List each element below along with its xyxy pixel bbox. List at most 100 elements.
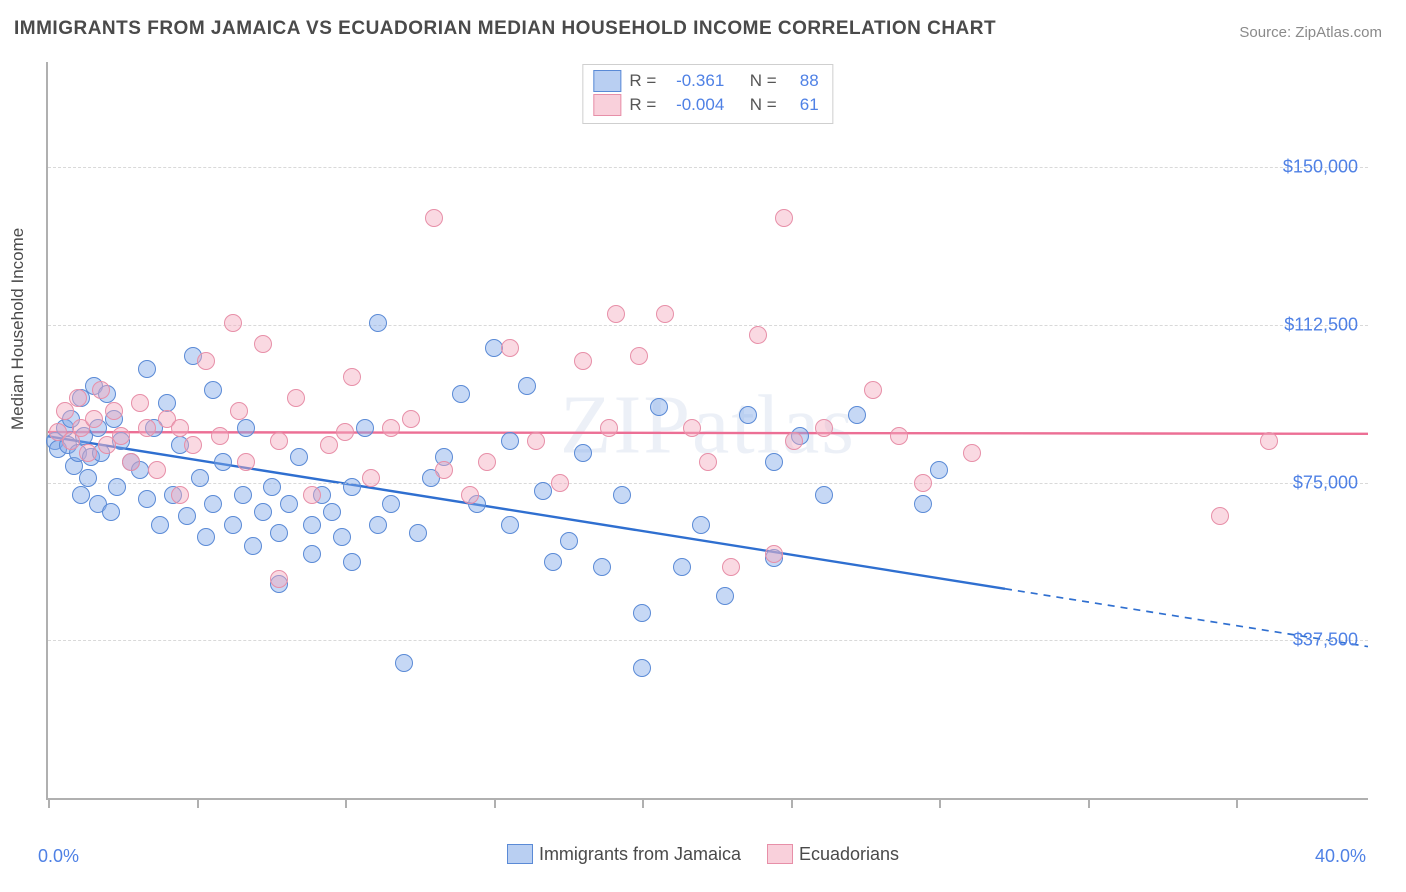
scatter-point-jamaica xyxy=(303,545,321,563)
scatter-point-jamaica xyxy=(633,604,651,622)
scatter-point-jamaica xyxy=(158,394,176,412)
scatter-point-ecuadorian xyxy=(171,419,189,437)
scatter-point-jamaica xyxy=(270,524,288,542)
scatter-point-jamaica xyxy=(333,528,351,546)
scatter-point-ecuadorian xyxy=(1260,432,1278,450)
scatter-point-jamaica xyxy=(574,444,592,462)
scatter-point-ecuadorian xyxy=(122,453,140,471)
x-tick xyxy=(791,798,793,808)
scatter-point-jamaica xyxy=(108,478,126,496)
scatter-point-jamaica xyxy=(178,507,196,525)
scatter-point-jamaica xyxy=(716,587,734,605)
scatter-point-ecuadorian xyxy=(478,453,496,471)
scatter-point-jamaica xyxy=(930,461,948,479)
scatter-point-jamaica xyxy=(151,516,169,534)
scatter-point-jamaica xyxy=(673,558,691,576)
scatter-point-ecuadorian xyxy=(171,486,189,504)
legend-n-value: 88 xyxy=(785,69,819,93)
scatter-point-jamaica xyxy=(369,314,387,332)
source-attribution: Source: ZipAtlas.com xyxy=(1239,24,1382,41)
scatter-point-jamaica xyxy=(234,486,252,504)
scatter-point-ecuadorian xyxy=(92,381,110,399)
scatter-point-jamaica xyxy=(254,503,272,521)
scatter-point-ecuadorian xyxy=(749,326,767,344)
scatter-point-jamaica xyxy=(613,486,631,504)
scatter-point-ecuadorian xyxy=(336,423,354,441)
scatter-point-jamaica xyxy=(197,528,215,546)
legend-r-value: -0.361 xyxy=(664,69,724,93)
scatter-point-jamaica xyxy=(280,495,298,513)
scatter-point-jamaica xyxy=(452,385,470,403)
scatter-point-jamaica xyxy=(914,495,932,513)
gridline xyxy=(48,325,1368,326)
scatter-point-ecuadorian xyxy=(600,419,618,437)
scatter-point-ecuadorian xyxy=(785,432,803,450)
scatter-point-jamaica xyxy=(382,495,400,513)
scatter-point-ecuadorian xyxy=(630,347,648,365)
scatter-point-jamaica xyxy=(303,516,321,534)
scatter-point-jamaica xyxy=(191,469,209,487)
scatter-point-jamaica xyxy=(138,490,156,508)
legend-row: R =-0.361 N =88 xyxy=(593,69,818,93)
scatter-point-ecuadorian xyxy=(131,394,149,412)
scatter-point-ecuadorian xyxy=(270,432,288,450)
scatter-point-ecuadorian xyxy=(501,339,519,357)
scatter-point-jamaica xyxy=(650,398,668,416)
scatter-point-ecuadorian xyxy=(775,209,793,227)
scatter-point-jamaica xyxy=(290,448,308,466)
scatter-point-ecuadorian xyxy=(435,461,453,479)
scatter-point-jamaica xyxy=(204,381,222,399)
legend-series-label: Immigrants from Jamaica xyxy=(539,844,741,864)
scatter-point-jamaica xyxy=(369,516,387,534)
scatter-point-ecuadorian xyxy=(303,486,321,504)
legend-swatch xyxy=(507,844,533,864)
scatter-point-ecuadorian xyxy=(890,427,908,445)
scatter-point-jamaica xyxy=(102,503,120,521)
scatter-point-ecuadorian xyxy=(574,352,592,370)
scatter-point-jamaica xyxy=(343,478,361,496)
scatter-point-ecuadorian xyxy=(69,389,87,407)
scatter-point-jamaica xyxy=(739,406,757,424)
legend-r-label: R = xyxy=(629,93,656,117)
scatter-point-ecuadorian xyxy=(864,381,882,399)
scatter-point-ecuadorian xyxy=(211,427,229,445)
source-link[interactable]: ZipAtlas.com xyxy=(1295,24,1382,41)
scatter-point-ecuadorian xyxy=(1211,507,1229,525)
scatter-point-ecuadorian xyxy=(527,432,545,450)
scatter-point-jamaica xyxy=(815,486,833,504)
scatter-point-ecuadorian xyxy=(230,402,248,420)
scatter-point-ecuadorian xyxy=(402,410,420,428)
scatter-point-jamaica xyxy=(79,469,97,487)
scatter-point-jamaica xyxy=(501,516,519,534)
scatter-point-ecuadorian xyxy=(362,469,380,487)
scatter-point-ecuadorian xyxy=(270,570,288,588)
scatter-point-ecuadorian xyxy=(607,305,625,323)
scatter-point-ecuadorian xyxy=(85,410,103,428)
legend-n-label: N = xyxy=(750,69,777,93)
legend-swatch xyxy=(767,844,793,864)
x-tick xyxy=(642,798,644,808)
scatter-point-jamaica xyxy=(263,478,281,496)
x-tick xyxy=(197,798,199,808)
scatter-point-ecuadorian xyxy=(184,436,202,454)
scatter-point-jamaica xyxy=(593,558,611,576)
x-tick xyxy=(345,798,347,808)
scatter-point-ecuadorian xyxy=(656,305,674,323)
scatter-point-jamaica xyxy=(560,532,578,550)
scatter-point-ecuadorian xyxy=(237,453,255,471)
legend-row: R =-0.004 N =61 xyxy=(593,93,818,117)
scatter-point-jamaica xyxy=(356,419,374,437)
scatter-point-jamaica xyxy=(765,453,783,471)
chart-title: IMMIGRANTS FROM JAMAICA VS ECUADORIAN ME… xyxy=(14,18,996,40)
legend-n-label: N = xyxy=(750,93,777,117)
scatter-point-ecuadorian xyxy=(254,335,272,353)
scatter-point-jamaica xyxy=(343,553,361,571)
scatter-point-ecuadorian xyxy=(683,419,701,437)
legend-series-label: Ecuadorians xyxy=(799,844,899,864)
y-tick-label: $75,000 xyxy=(1293,472,1358,493)
scatter-point-ecuadorian xyxy=(224,314,242,332)
scatter-point-jamaica xyxy=(138,360,156,378)
source-prefix: Source: xyxy=(1239,24,1295,41)
scatter-point-ecuadorian xyxy=(320,436,338,454)
scatter-point-ecuadorian xyxy=(112,427,130,445)
